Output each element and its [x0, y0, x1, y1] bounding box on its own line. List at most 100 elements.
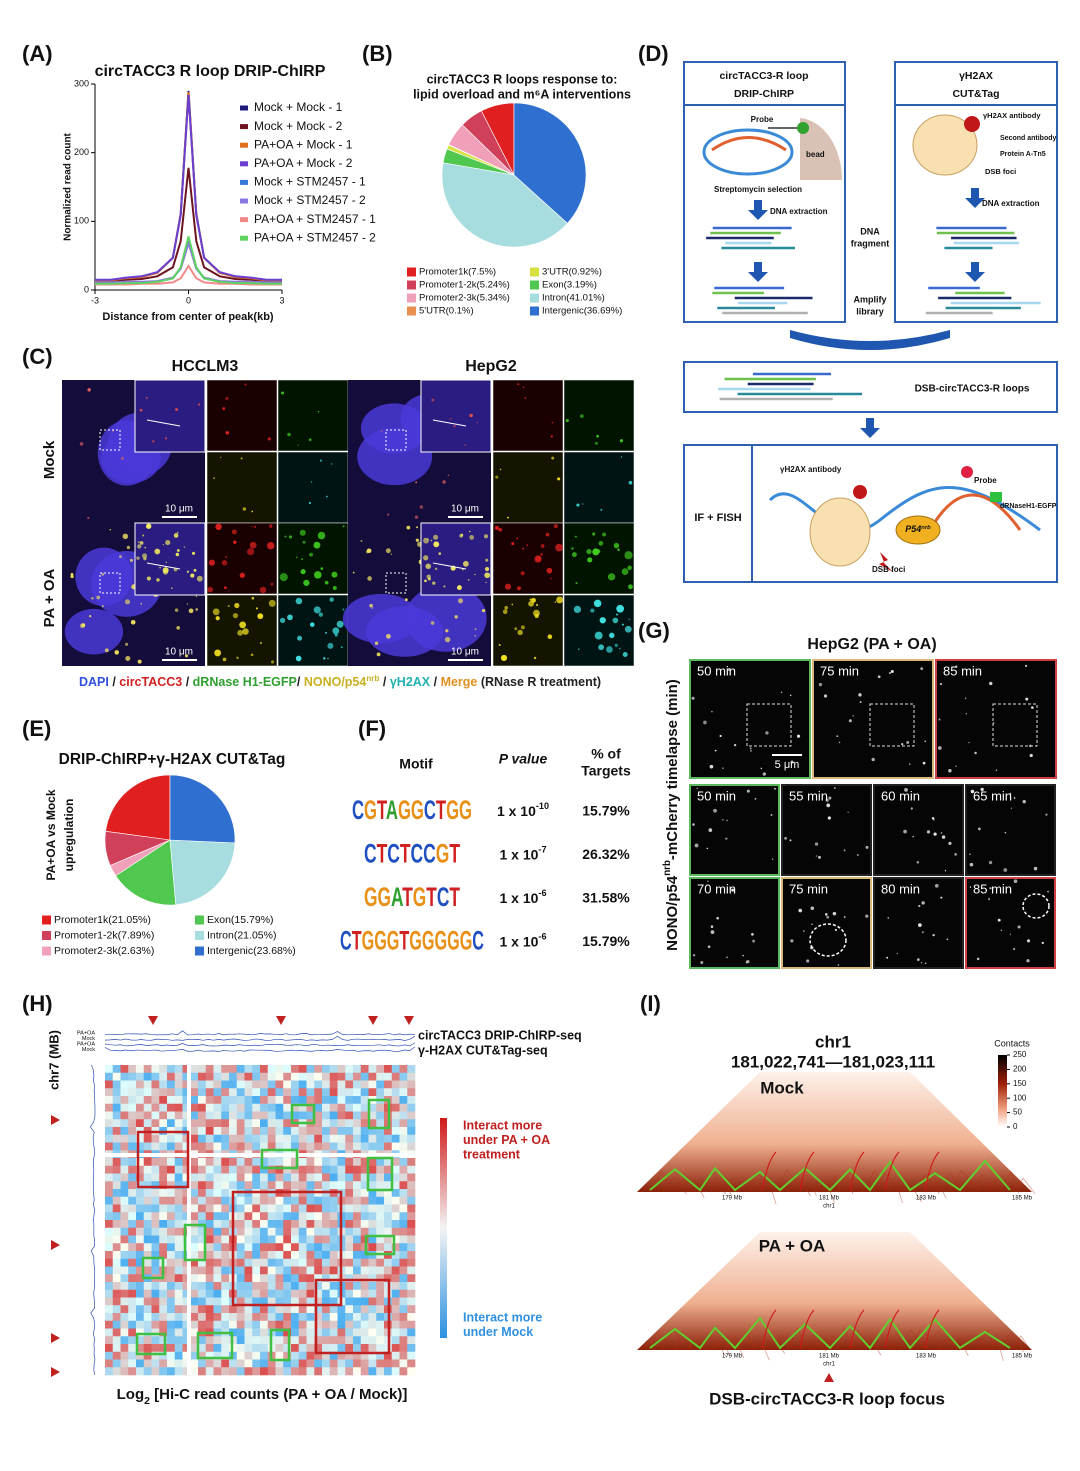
heatmap-cell	[376, 1165, 385, 1174]
heatmap-cell	[306, 1258, 315, 1267]
diagram-text: DSB foci	[985, 167, 1016, 176]
heatmap-cell	[298, 1220, 307, 1229]
table-cell: 15.79%	[582, 803, 630, 819]
heatmap-cell	[306, 1212, 315, 1221]
signal-dot	[177, 549, 180, 552]
heatmap-cell	[368, 1336, 377, 1345]
heatmap-cell	[360, 1080, 369, 1089]
signal-dot	[713, 808, 717, 813]
heatmap-cell	[391, 1088, 400, 1097]
signal-dot	[193, 568, 197, 572]
heatmap-cell	[376, 1258, 385, 1267]
heatmap-cell	[229, 1181, 238, 1190]
signal-dot	[369, 603, 373, 608]
heatmap-cell	[143, 1251, 152, 1260]
y-axis-label-part: NONO/p54	[664, 875, 681, 951]
heatmap-cell	[291, 1127, 300, 1136]
heatmap-cell	[260, 1289, 269, 1298]
signal-dot	[708, 828, 713, 832]
domain-triangle	[737, 1330, 754, 1351]
heatmap-cell	[159, 1158, 168, 1167]
signal-dot	[1012, 947, 1016, 951]
signal-dot	[499, 468, 502, 471]
heatmap-cell	[128, 1158, 137, 1167]
heatmap-cell	[291, 1220, 300, 1229]
heatmap-cell	[337, 1351, 346, 1360]
signal-dot	[976, 957, 980, 961]
signal-dot	[485, 558, 489, 562]
heatmap-cell	[128, 1344, 137, 1353]
p-value-part: -10	[536, 801, 549, 811]
signal-dot	[533, 609, 540, 617]
signal-dot	[811, 923, 813, 925]
heatmap-cell	[267, 1367, 276, 1376]
signal-dot	[920, 962, 923, 964]
heatmap-cell	[244, 1367, 253, 1376]
signal-dot	[223, 586, 227, 590]
heatmap-cell	[159, 1088, 168, 1097]
heatmap-cell	[260, 1266, 269, 1275]
heatmap-cell	[213, 1189, 222, 1198]
signal-dot	[467, 579, 470, 581]
heatmap-cell	[322, 1220, 331, 1229]
heatmap-cell	[120, 1173, 129, 1182]
legend-swatch	[530, 306, 539, 316]
signal-dot	[547, 634, 553, 640]
legend-part: (RNase R treatment)	[477, 675, 601, 689]
legend-swatch	[240, 235, 248, 241]
heatmap-cell	[353, 1313, 362, 1322]
heatmap-cell	[337, 1344, 346, 1353]
signal-dot	[1013, 879, 1018, 884]
heatmap-cell	[314, 1328, 323, 1337]
heatmap-cell	[399, 1065, 408, 1074]
legend-swatch	[240, 198, 248, 204]
heatmap-cell	[407, 1235, 416, 1244]
heatmap-cell	[182, 1212, 191, 1221]
heatmap-cell	[353, 1165, 362, 1174]
signal-dot	[921, 901, 925, 905]
p54-label-part: nrb	[921, 525, 931, 531]
heatmap-cell	[151, 1173, 160, 1182]
green-box	[290, 1103, 316, 1125]
heatmap-cell	[143, 1344, 152, 1353]
heatmap-cell	[252, 1359, 261, 1368]
signal-dot	[692, 823, 695, 826]
signal-dot	[438, 552, 442, 555]
pie-slice	[115, 839, 177, 906]
heatmap-cell	[236, 1196, 245, 1205]
heatmap-cell	[151, 1134, 160, 1143]
legend-swatch	[240, 161, 248, 167]
signal-dot	[130, 619, 136, 625]
heatmap-cell	[244, 1165, 253, 1174]
heatmap-cell	[190, 1196, 199, 1205]
motif-logo: CTGGGTGGGGGC	[340, 926, 484, 956]
heatmap-cell	[244, 1204, 253, 1213]
heatmap-cell	[151, 1328, 160, 1337]
heatmap-cell	[368, 1080, 377, 1089]
legend-swatch	[42, 915, 51, 925]
heatmap-cell	[205, 1212, 214, 1221]
heatmap-cell	[151, 1181, 160, 1190]
heatmap-cell	[260, 1111, 269, 1120]
legend-label: PA+OA + Mock - 1	[254, 137, 353, 151]
diagram-text: Amplify	[853, 294, 886, 304]
heatmap-cell	[143, 1235, 152, 1244]
heatmap-cell	[105, 1165, 114, 1174]
heatmap-cell	[322, 1305, 331, 1314]
heatmap-cell	[260, 1235, 269, 1244]
heatmap-cell	[360, 1274, 369, 1283]
heatmap-cell	[120, 1344, 129, 1353]
heatmap-cell	[314, 1212, 323, 1221]
heatmap-cell	[213, 1305, 222, 1314]
nucleosome	[809, 497, 871, 567]
heatmap-cell	[159, 1080, 168, 1089]
signal-dot	[481, 608, 486, 613]
heatmap-cell	[213, 1313, 222, 1322]
pie-slice	[169, 839, 236, 906]
heatmap-cell	[112, 1282, 121, 1291]
heatmap-cell	[275, 1103, 284, 1112]
domain-triangle	[649, 1332, 668, 1351]
heatmap-cell	[337, 1181, 346, 1190]
heatmap-cell	[190, 1313, 199, 1322]
signal-dot	[609, 632, 615, 639]
